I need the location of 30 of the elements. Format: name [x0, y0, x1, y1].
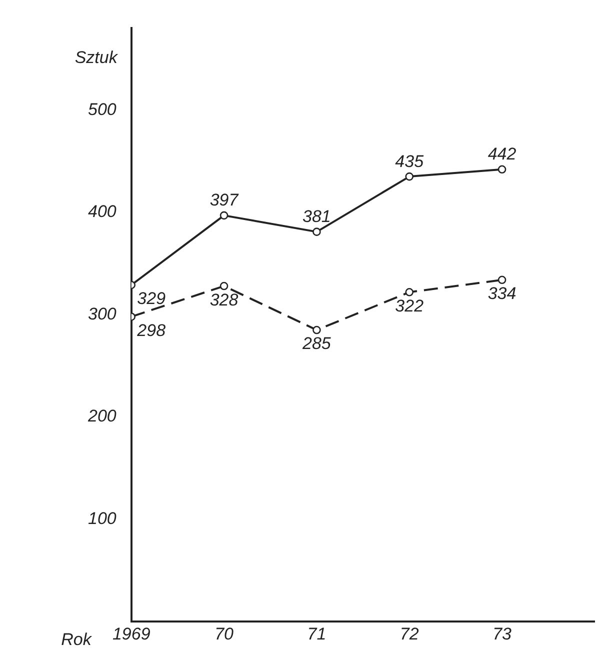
- data-label: 329: [137, 289, 166, 308]
- y-tick-label: 500: [88, 100, 117, 119]
- point: [220, 211, 228, 220]
- data-label: 381: [302, 207, 331, 226]
- data-label: 322: [395, 296, 424, 316]
- x-tick-label: 71: [307, 624, 326, 644]
- data-label: 442: [488, 144, 517, 164]
- data-label: 298: [136, 320, 166, 340]
- data-label: 435: [395, 152, 424, 171]
- data-label: 397: [210, 190, 239, 210]
- x-axis-title: Rok: [61, 630, 93, 649]
- y-tick-label: 100: [88, 509, 117, 528]
- point: [498, 165, 506, 174]
- y-tick-label: 300: [88, 304, 117, 324]
- point: [220, 282, 228, 290]
- point: [405, 172, 414, 181]
- point: [498, 276, 506, 284]
- x-tick-label: 70: [214, 624, 234, 644]
- x-tick-label: 1969: [112, 624, 151, 644]
- y-axis-title: Sztuk: [74, 48, 119, 67]
- y-tick-label: 200: [86, 406, 117, 426]
- y-tick-label: 400: [88, 202, 117, 222]
- data-label: 285: [302, 334, 332, 354]
- point: [312, 326, 321, 334]
- x-tick-label: 73: [492, 624, 512, 644]
- data-label: 328: [210, 290, 239, 310]
- point: [312, 228, 321, 236]
- data-label: 334: [488, 284, 516, 304]
- point: [405, 288, 414, 296]
- x-tick-label: 72: [400, 624, 420, 644]
